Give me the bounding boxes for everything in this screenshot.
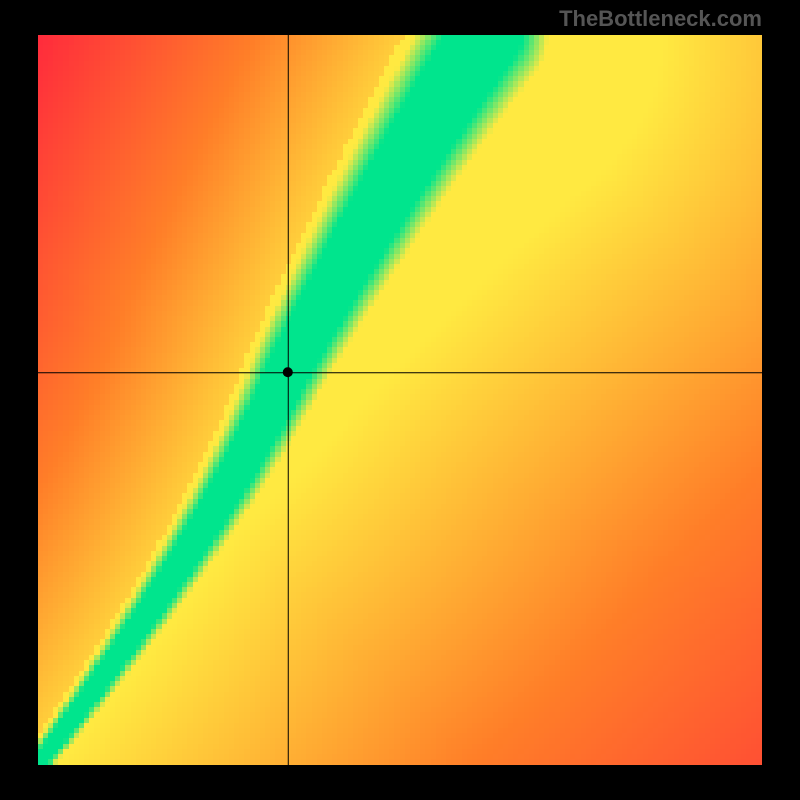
bottleneck-heatmap [38,35,762,765]
watermark-text: TheBottleneck.com [559,6,762,32]
